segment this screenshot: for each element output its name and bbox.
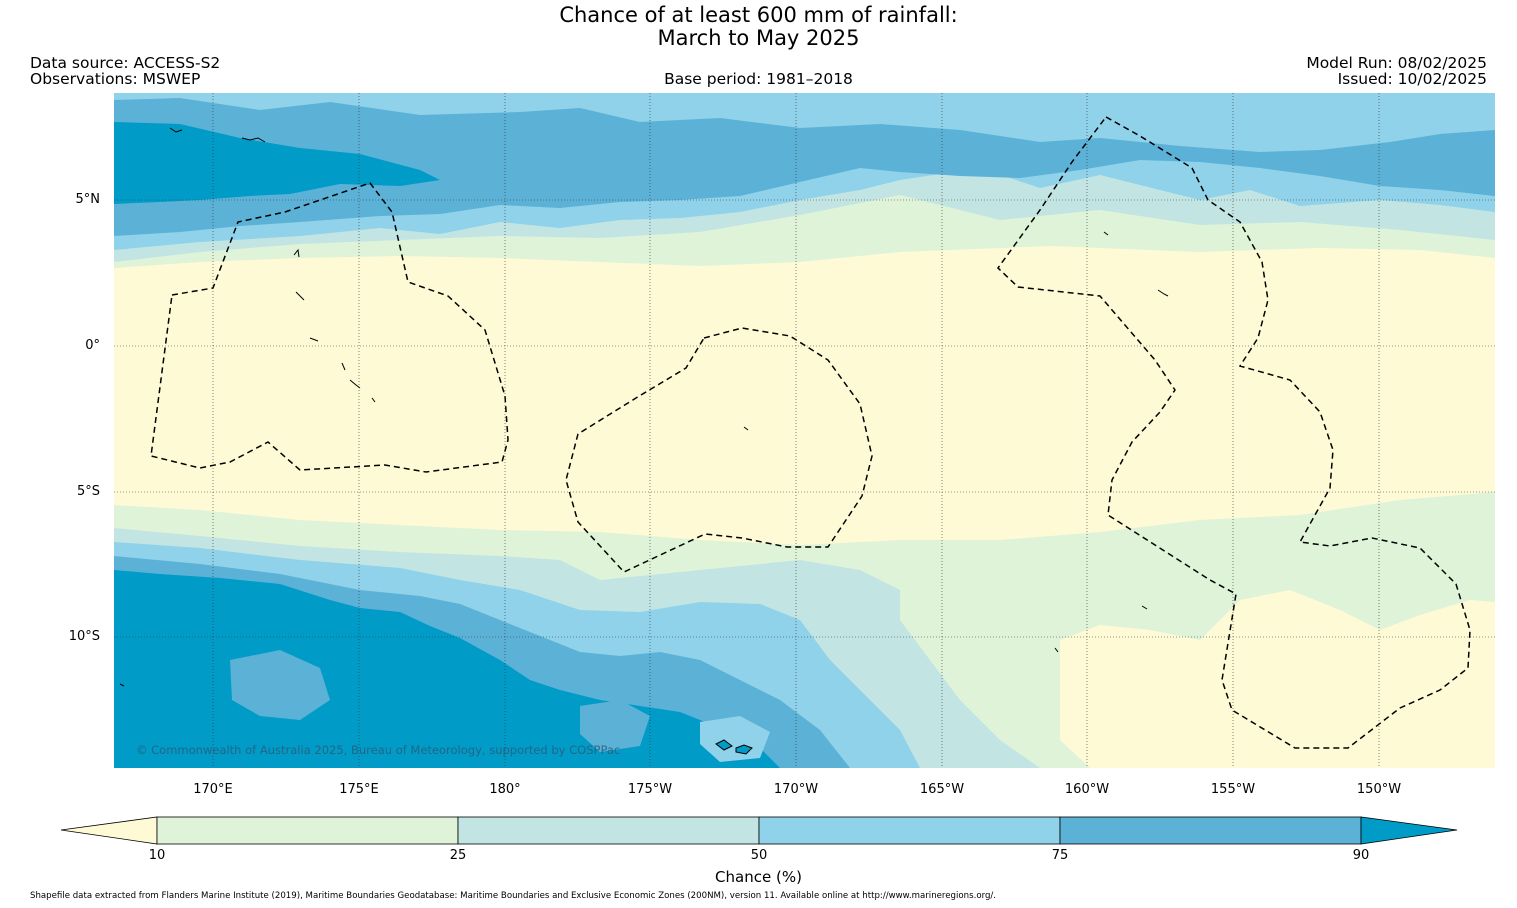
lon-label-170e: 170°E — [193, 782, 233, 797]
colorbar-tick-10: 10 — [148, 848, 166, 863]
colorbar-tick-75: 75 — [1051, 848, 1069, 863]
colorbar-tick-90: 90 — [1352, 848, 1370, 863]
lon-label-160w: 160°W — [1064, 782, 1110, 797]
colorbar-segment-50-75 — [758, 816, 1061, 845]
lon-label-180: 180° — [489, 782, 521, 797]
colorbar-segment-above-90 — [1360, 816, 1458, 845]
colorbar-segment-below-10 — [60, 816, 158, 845]
data-source-label: Data source: ACCESS-S2 — [30, 54, 221, 72]
zone-75-90-south-patch — [230, 650, 330, 720]
lon-label-150w: 150°W — [1356, 782, 1402, 797]
eez-boundary-kiribati-phoenix — [565, 327, 873, 573]
lat-label-5n: 5°N — [75, 192, 101, 207]
issued-label: Issued: 10/02/2025 — [1337, 70, 1487, 88]
colorbar — [60, 816, 1458, 845]
lon-label-175w: 175°W — [627, 782, 673, 797]
lon-label-175e: 175°E — [339, 782, 379, 797]
colorbar-tick-50: 50 — [750, 848, 768, 863]
zone-75-90-north-east — [1430, 138, 1495, 196]
lon-label-165w: 165°W — [919, 782, 965, 797]
lon-label-170w: 170°W — [773, 782, 819, 797]
colorbar-label: Chance (%) — [715, 868, 802, 886]
lat-label-10s: 10°S — [68, 629, 100, 644]
lat-label-0: 0° — [85, 338, 100, 353]
zone-above-90-north — [114, 122, 440, 204]
land-outlines — [119, 127, 1169, 755]
zone-50-75-south-patch — [700, 716, 770, 762]
observations-label: Observations: MSWEP — [30, 70, 201, 88]
lat-label-5s: 5°S — [76, 484, 100, 499]
eez-boundary-kiribati-line — [997, 116, 1471, 749]
colorbar-tick-25: 25 — [449, 848, 467, 863]
eez-boundary-kiribati-gilbert — [150, 182, 509, 473]
zone-75-90-north — [114, 98, 1495, 236]
map-panel — [114, 93, 1495, 768]
chart-title-line-2: March to May 2025 — [657, 26, 860, 50]
zone-below-10-southeast — [1060, 590, 1495, 768]
colorbar-segment-75-90 — [1059, 816, 1362, 845]
footer-attribution: Shapefile data extracted from Flanders M… — [30, 891, 997, 901]
copyright-notice: © Commonwealth of Australia 2025, Bureau… — [136, 743, 621, 757]
lon-label-155w: 155°W — [1210, 782, 1256, 797]
eez-boundaries — [150, 116, 1471, 749]
zone-75-90-south-patch-2 — [580, 700, 650, 752]
base-period-label: Base period: 1981–2018 — [664, 70, 853, 88]
colorbar-segment-25-50 — [457, 816, 760, 845]
colorbar-segment-10-25 — [156, 816, 459, 845]
model-run-label: Model Run: 08/02/2025 — [1306, 54, 1487, 72]
chart-title-line-1: Chance of at least 600 mm of rainfall: — [559, 3, 958, 27]
